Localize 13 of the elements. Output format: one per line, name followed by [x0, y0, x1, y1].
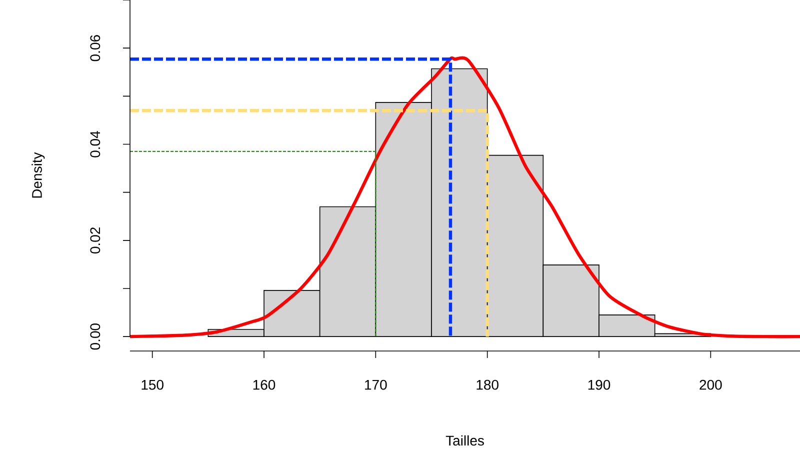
- x-tick-label: 150: [142, 380, 164, 390]
- x-tick-label: 180: [476, 380, 498, 390]
- x-tick-label: 170: [365, 380, 387, 390]
- y-tick-label: 0.04: [90, 131, 100, 158]
- x-tick-label: 190: [588, 380, 610, 390]
- y-tick-label: 0.02: [90, 228, 100, 254]
- x-axis-title: Tailles: [446, 435, 484, 446]
- y-tick-label: 0.06: [90, 35, 100, 62]
- y-axis-title: Density: [32, 152, 45, 198]
- x-tick-label: 160: [253, 380, 276, 390]
- y-tick-label: 0.00: [90, 324, 100, 350]
- x-tick-label: 200: [700, 380, 722, 390]
- line-series: [128, 56, 800, 338]
